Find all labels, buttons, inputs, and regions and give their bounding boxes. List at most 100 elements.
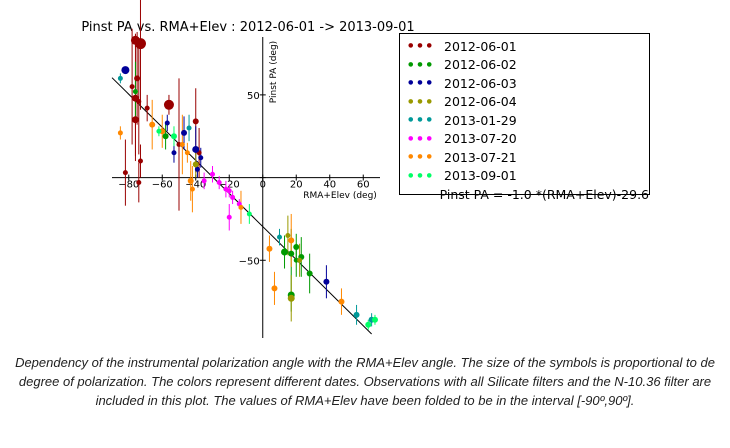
data-point (288, 250, 295, 257)
legend-marker-line (412, 193, 428, 195)
data-point (226, 188, 232, 194)
data-point (192, 161, 199, 168)
data-point (163, 99, 174, 110)
data-point (323, 278, 330, 285)
data-point (179, 142, 185, 147)
legend-marker-dots: ●●● (408, 116, 436, 124)
data-point (216, 180, 222, 186)
data-point (122, 170, 128, 176)
legend-label: 2012-06-03 (444, 75, 517, 91)
data-point (187, 177, 194, 184)
data-point (287, 294, 295, 302)
scatter-plot: Pinst PA vs. RMA+Elev : 2012-06-01 -> 20… (81, 0, 415, 338)
x-tick-label: 40 (323, 180, 336, 191)
data-point (131, 116, 139, 124)
data-point (210, 171, 215, 177)
data-point (149, 121, 156, 128)
data-point (129, 84, 135, 90)
legend-item: ●●● 2013-09-01 (400, 167, 649, 186)
legend-marker-dots: ●●● (408, 60, 436, 68)
data-point (164, 120, 170, 126)
data-points (117, 35, 378, 328)
data-point (189, 186, 195, 192)
error-bars (119, 0, 376, 330)
chart-legend: ●●● 2012-06-01 ●●● 2012-06-02 ●●● 2012-06-03 ●… (399, 33, 650, 202)
data-point (192, 118, 199, 125)
data-point (353, 311, 360, 318)
y-tick-label: 50 (247, 91, 260, 102)
data-point (162, 133, 169, 140)
legend-label: 2012-06-04 (444, 94, 517, 110)
data-point (156, 128, 162, 134)
legend-item: ●●● 2012-06-03 (400, 74, 649, 93)
legend-marker-dots: ●●● (408, 97, 436, 105)
data-point (371, 316, 378, 323)
data-point (132, 89, 138, 95)
legend-item: ●●● 2013-07-20 (400, 130, 649, 149)
y-axis-label: Pinst PA (deg) (269, 41, 279, 103)
x-tick-label: −40 (185, 180, 206, 191)
data-point (134, 75, 141, 82)
data-point (293, 244, 300, 251)
legend-marker-dots: ●●● (408, 171, 436, 179)
data-point (201, 178, 207, 184)
legend-item: ●●● 2013-01-29 (400, 111, 649, 130)
legend-item-fit: Pinst PA = -1.0 *(RMA+Elev)-29.6 (400, 185, 649, 204)
data-point (238, 204, 244, 210)
legend-marker-dots: ●●● (408, 134, 436, 142)
data-point (181, 129, 188, 136)
data-point (186, 125, 192, 131)
x-tick-label: 20 (290, 180, 303, 191)
legend-item: ●●● 2013-07-21 (400, 148, 649, 167)
data-point (277, 234, 282, 240)
x-axis-label: RMA+Elev (deg) (303, 191, 377, 201)
data-point (271, 285, 278, 292)
data-point (297, 257, 303, 263)
legend-label: Pinst PA = -1.0 *(RMA+Elev)-29.6 (439, 186, 649, 202)
data-point (266, 245, 273, 252)
x-tick-label: 0 (260, 180, 266, 191)
data-point (338, 298, 345, 305)
data-point (246, 211, 252, 217)
data-point (198, 155, 204, 161)
data-point (117, 75, 123, 81)
x-tick-label: 60 (357, 180, 370, 191)
legend-label: 2012-06-02 (444, 57, 517, 73)
legend-marker-dots: ●●● (408, 153, 436, 161)
data-point (194, 166, 200, 172)
legend-label: 2013-07-20 (444, 131, 517, 147)
x-tick-label: −60 (152, 180, 173, 191)
data-point (136, 99, 142, 104)
data-point (137, 158, 143, 164)
data-point (144, 105, 150, 111)
data-point (365, 321, 372, 328)
data-point (117, 130, 123, 136)
legend-label: 2013-09-01 (444, 168, 517, 184)
data-point (281, 248, 289, 256)
x-tick-label: −80 (118, 180, 139, 191)
legend-item: ●●● 2012-06-04 (400, 93, 649, 112)
data-point (230, 194, 236, 200)
data-point (288, 237, 295, 244)
data-point (170, 133, 177, 140)
legend-marker-dots: ●●● (408, 79, 436, 87)
data-point (192, 145, 200, 153)
data-point (171, 150, 177, 156)
data-point (306, 270, 313, 277)
legend-label: 2013-07-21 (444, 149, 517, 165)
data-point (184, 150, 190, 156)
data-point (136, 180, 142, 186)
data-point (285, 232, 291, 238)
legend-label: 2012-06-01 (444, 38, 517, 54)
y-tick-label: −50 (239, 256, 260, 267)
data-point (121, 66, 130, 75)
data-point (226, 214, 232, 220)
data-point (134, 38, 146, 50)
chart-title: Pinst PA vs. RMA+Elev : 2012-06-01 -> 20… (81, 20, 414, 35)
legend-label: 2013-01-29 (444, 112, 517, 128)
legend-item: ●●● 2012-06-01 (400, 37, 649, 56)
legend-item: ●●● 2012-06-02 (400, 56, 649, 75)
figure-caption: Dependency of the instrumental polarizat… (15, 355, 715, 408)
legend-marker-dots: ●●● (408, 42, 436, 50)
